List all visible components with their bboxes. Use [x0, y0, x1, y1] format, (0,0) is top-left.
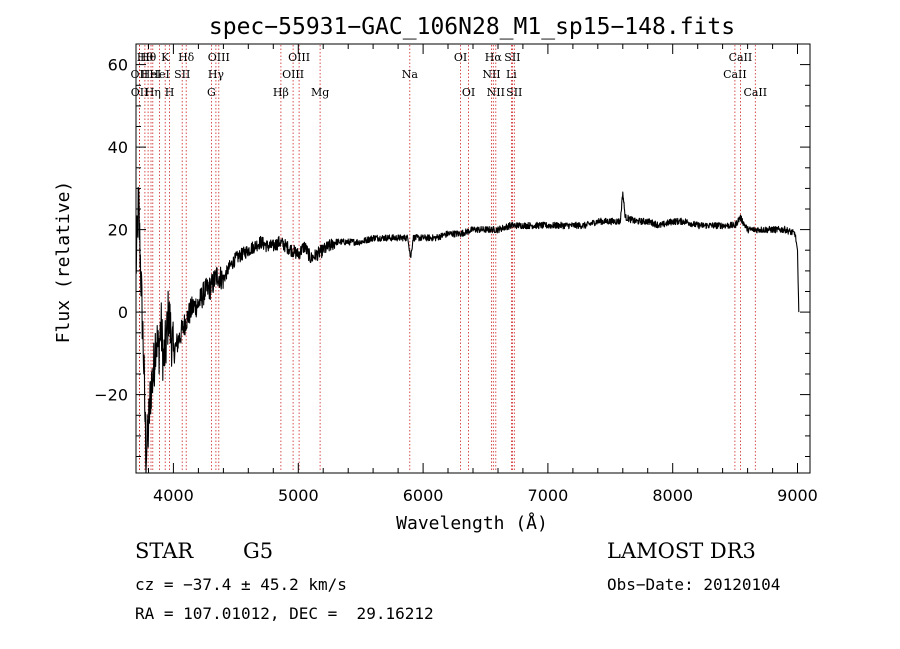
line-label-16: OIII	[288, 51, 310, 64]
line-label-7: K	[161, 51, 170, 64]
line-label-24: Li	[506, 68, 517, 81]
line-label-8: H	[165, 86, 175, 99]
x-axis-label: Wavelength (Å)	[396, 512, 548, 534]
x-tick-label-4: 8000	[652, 486, 693, 505]
x-tick-label-0: 4000	[153, 486, 194, 505]
line-label-1: OII	[131, 86, 149, 99]
y-tick-label-0: −20	[94, 386, 128, 405]
object-class: STAR	[135, 539, 194, 563]
line-label-25: SII	[504, 51, 520, 64]
x-tick-label-5: 9000	[777, 486, 818, 505]
survey-name: LAMOST DR3	[607, 539, 756, 563]
line-label-28: CaII	[729, 51, 753, 64]
line-label-21: NII	[482, 68, 500, 81]
line-label-2: Hθ	[137, 51, 154, 64]
y-tick-label-2: 20	[108, 221, 128, 240]
x-axis-ticks: 4000 5000 6000 7000 8000 9000	[148, 44, 818, 505]
line-label-6: HeI	[149, 68, 169, 81]
line-label-9: SII	[174, 68, 190, 81]
line-label-23: NII	[487, 86, 505, 99]
y-axis-ticks: −20 0 20 40 60	[94, 43, 810, 457]
line-label-14: Hβ	[273, 86, 289, 99]
line-label-5: Hη	[145, 86, 161, 99]
y-axis-label: Flux (relative)	[53, 181, 74, 344]
x-tick-label-1: 5000	[278, 486, 319, 505]
x-tick-label-3: 7000	[528, 486, 569, 505]
observation-date: Obs−Date: 20120104	[607, 575, 781, 594]
line-label-19: OI	[454, 51, 467, 64]
flux-series-line	[135, 186, 800, 474]
line-label-17: Mg	[311, 86, 329, 99]
line-label-15: OIII	[282, 68, 304, 81]
line-label-18: Na	[402, 68, 419, 81]
line-label-29: CaII	[743, 86, 767, 99]
line-label-0: OII	[131, 68, 149, 81]
coordinates: RA = 107.01012, DEC = 29.16212	[135, 604, 434, 623]
y-tick-label-1: 0	[118, 303, 128, 322]
line-label-12: Hγ	[208, 68, 225, 81]
plot-frame	[135, 43, 811, 474]
line-label-26: SII	[506, 86, 522, 99]
spectral-line-labels: OIIOIIHθHθHeIHηHeIKHSIIHδGHγOIIIHβOIIIOI…	[131, 51, 768, 99]
y-tick-label-3: 40	[108, 138, 128, 157]
line-label-3: Hθ	[140, 51, 157, 64]
line-label-22: Hα	[485, 51, 503, 64]
y-tick-label-4: 60	[108, 56, 128, 75]
spectral-line-markers	[138, 45, 756, 472]
redshift-cz: cz = −37.4 ± 45.2 km/s	[135, 575, 347, 594]
line-label-13: OIII	[208, 51, 230, 64]
line-label-20: OI	[462, 86, 475, 99]
line-label-11: G	[207, 86, 216, 99]
object-subclass: G5	[243, 539, 274, 563]
line-label-27: CaII	[723, 68, 747, 81]
line-label-4: HeI	[141, 68, 161, 81]
x-tick-label-2: 6000	[403, 486, 444, 505]
line-label-10: Hδ	[178, 51, 195, 64]
chart-title: spec−55931−GAC_106N28_M1_sp15−148.fits	[209, 14, 735, 40]
